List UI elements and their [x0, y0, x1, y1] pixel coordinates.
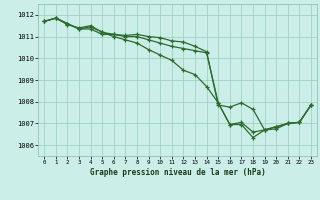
X-axis label: Graphe pression niveau de la mer (hPa): Graphe pression niveau de la mer (hPa)	[90, 168, 266, 177]
